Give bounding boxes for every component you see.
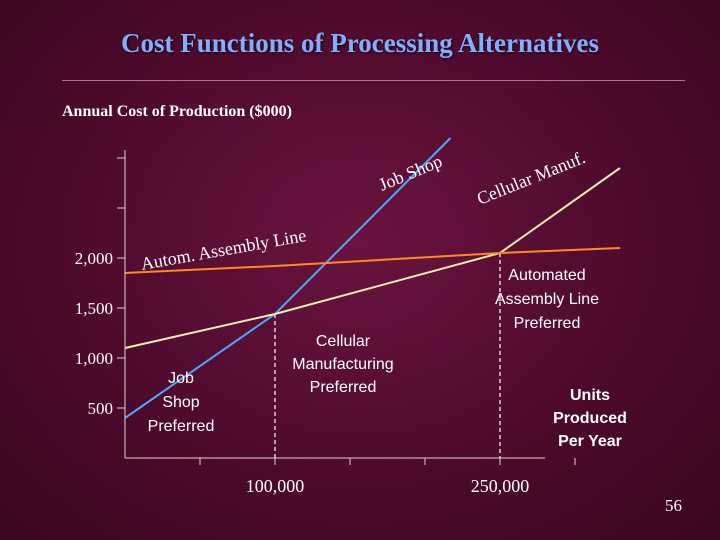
y-ticks: 500 1,000 1,500 2,000 bbox=[75, 249, 125, 418]
series-lines bbox=[124, 137, 621, 419]
series-labels: Job Shop Cellular Manuf. Autom. Assembly… bbox=[139, 147, 588, 274]
y-minor-ticks bbox=[117, 157, 125, 209]
x-minor-ticks bbox=[199, 458, 576, 465]
x-axis-label: Units Produced Per Year bbox=[553, 387, 627, 450]
chart-title: Cost Functions of Processing Alternative… bbox=[121, 28, 599, 58]
page-number: 56 bbox=[665, 496, 682, 515]
y-tick-label-2000: 2,000 bbox=[75, 249, 113, 268]
series-line-automated bbox=[124, 247, 621, 274]
x-axis-title: Units Produced Per Year bbox=[553, 387, 627, 450]
region-label-job-shop: Job Shop Preferred bbox=[148, 370, 215, 435]
y-tick-label-1500: 1,500 bbox=[75, 299, 113, 318]
series-label-job-shop: Job Shop bbox=[376, 151, 445, 195]
y-tick-label-500: 500 bbox=[88, 399, 114, 418]
axes: 500 1,000 1,500 2,000 100,000 250,000 bbox=[75, 150, 576, 496]
region-labels: Job Shop Preferred Cellular Manufacturing Pr… bbox=[148, 267, 599, 435]
region-label-cellular: Cellular Manufacturing Preferred bbox=[292, 333, 393, 396]
title-divider bbox=[62, 80, 685, 81]
x-tick-label-100000: 100,000 bbox=[246, 476, 305, 496]
series-label-cellular: Cellular Manuf. bbox=[474, 147, 588, 209]
region-label-automated: Automated Assembly Line Preferred bbox=[495, 267, 599, 332]
x-tick-label-250000: 250,000 bbox=[471, 476, 530, 496]
vertical-markers bbox=[274, 253, 501, 458]
series-label-automated: Autom. Assembly Line bbox=[139, 225, 307, 274]
y-axis-label: Annual Cost of Production ($000) bbox=[62, 103, 292, 120]
y-tick-label-1000: 1,000 bbox=[75, 349, 113, 368]
x-ticks: 100,000 250,000 bbox=[246, 458, 530, 496]
series-line-cellular bbox=[124, 167, 621, 349]
